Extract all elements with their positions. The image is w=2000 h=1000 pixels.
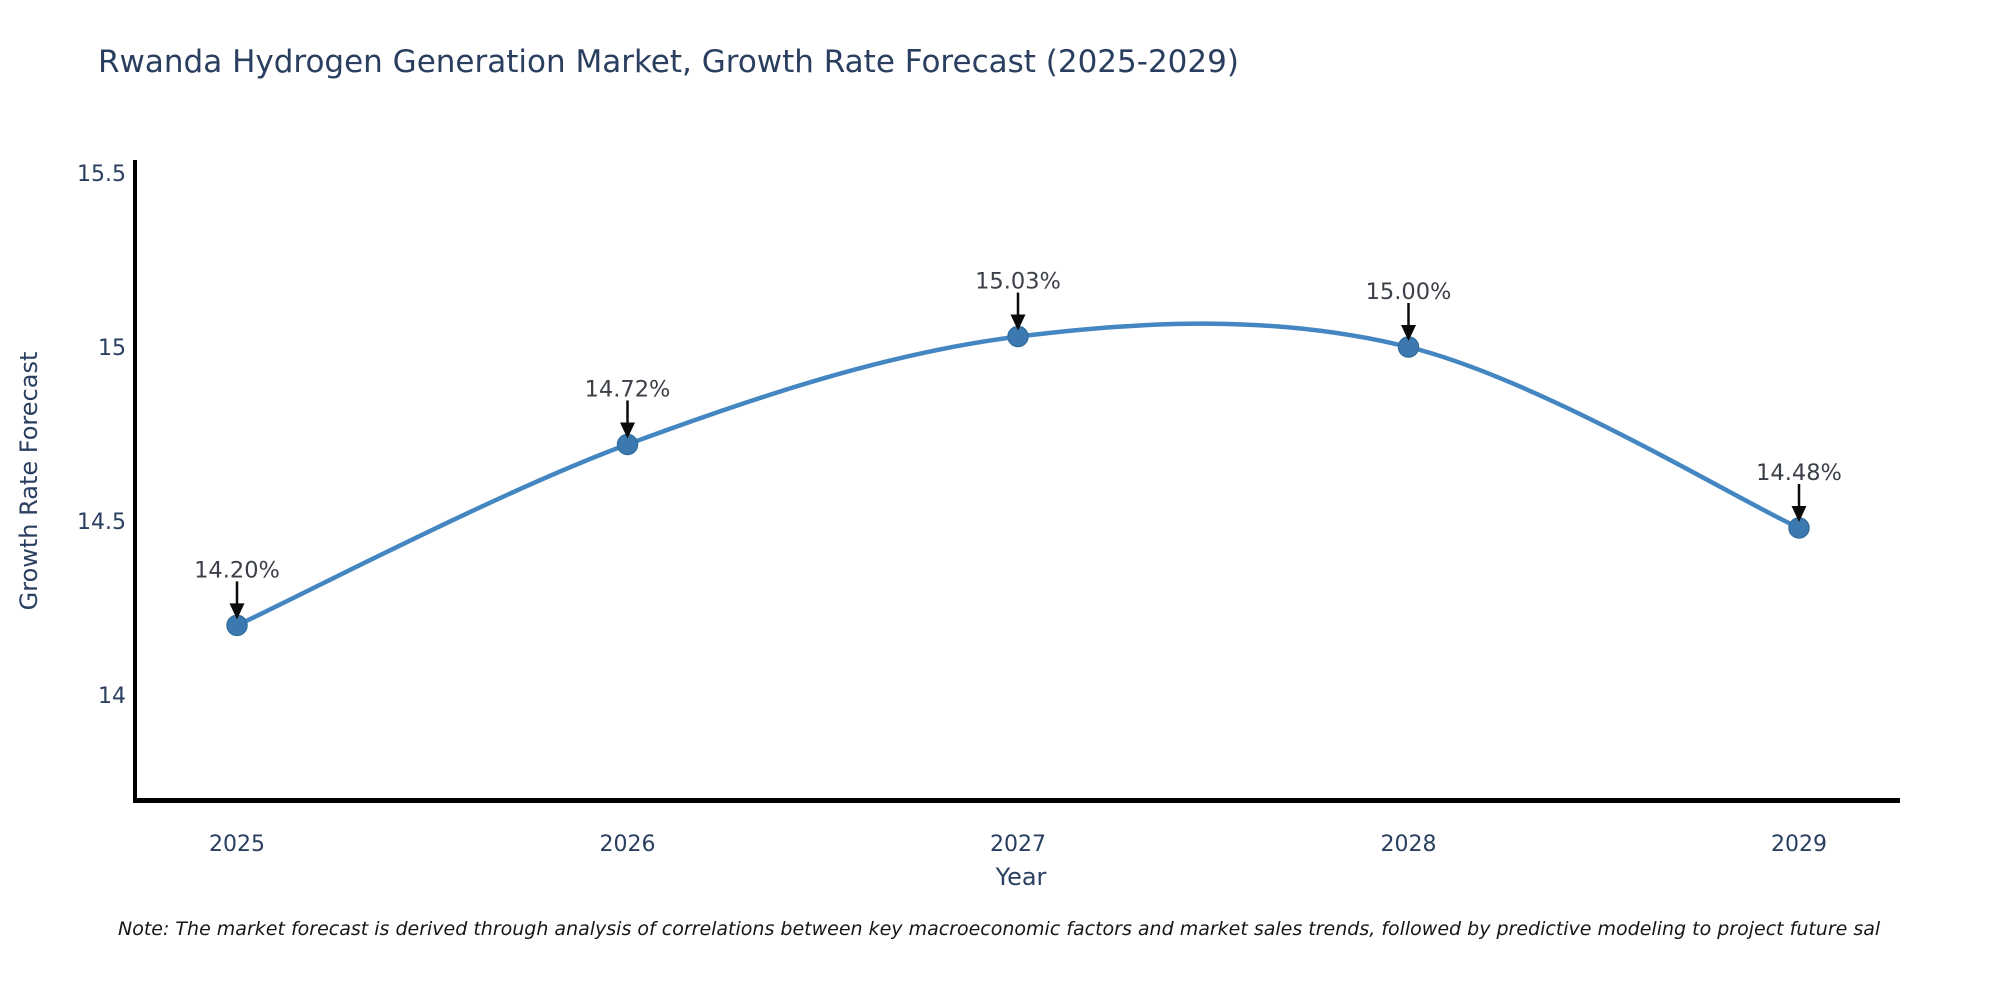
data-point-label: 14.72%	[585, 376, 671, 402]
chart-title: Rwanda Hydrogen Generation Market, Growt…	[98, 44, 1239, 80]
annotation-arrow-head	[229, 603, 245, 620]
x-axis-title: Year	[995, 863, 1047, 891]
y-tick-label: 15.5	[77, 162, 126, 187]
y-tick-label: 14	[98, 684, 126, 709]
data-point-label: 15.03%	[975, 269, 1061, 295]
y-axis-spine	[133, 160, 137, 803]
data-point-label: 14.48%	[1756, 460, 1842, 486]
y-tick-label: 14.5	[77, 510, 126, 535]
trend-line	[234, 321, 1802, 628]
annotation-arrow-head	[620, 422, 635, 439]
annotation-arrow-head	[1010, 314, 1026, 331]
x-tick-label: 2028	[1381, 832, 1437, 857]
annotation-arrow-head	[1791, 505, 1807, 522]
x-tick-label: 2027	[990, 832, 1046, 857]
data-point-label: 15.00%	[1366, 279, 1452, 305]
x-tick-label: 2029	[1771, 832, 1827, 857]
annotation-arrow-head	[1401, 325, 1416, 341]
x-axis-spine	[133, 798, 1900, 803]
y-tick-label: 15	[98, 336, 126, 361]
x-tick-label: 2026	[600, 832, 656, 857]
footnote: Note: The market forecast is derived thr…	[118, 918, 1881, 940]
data-point-label: 14.20%	[194, 557, 280, 583]
x-tick-label: 2025	[209, 832, 265, 857]
